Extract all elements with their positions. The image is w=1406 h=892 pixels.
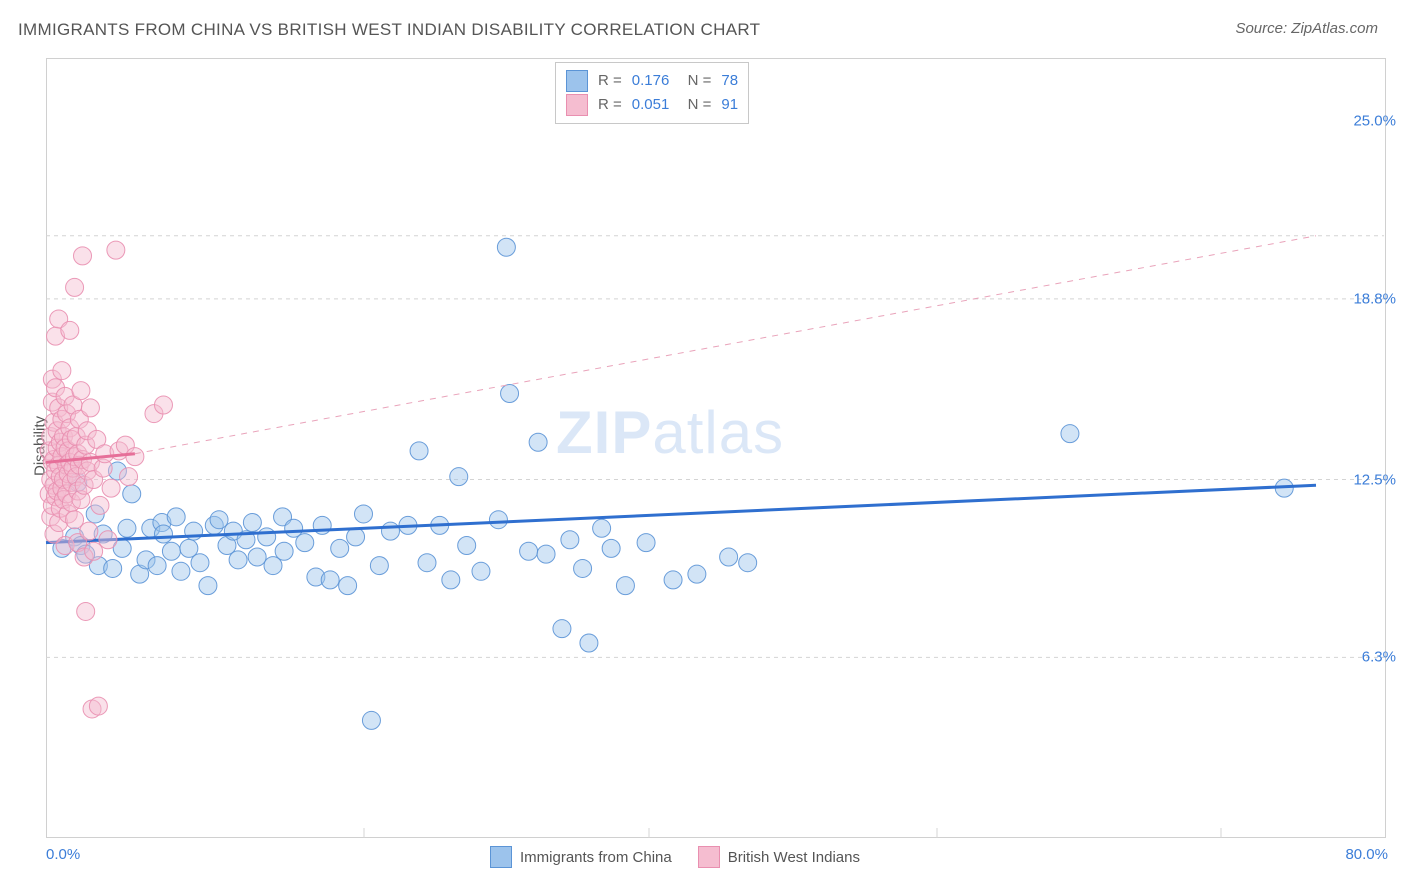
swatch-icon <box>566 94 588 116</box>
swatch-icon <box>490 846 512 868</box>
label-n: N = <box>679 93 711 117</box>
swatch-icon <box>698 846 720 868</box>
correlation-legend: R = 0.176 N = 78 R = 0.051 N = 91 <box>555 62 749 124</box>
label-r: R = <box>598 93 622 117</box>
correlation-row-bwi: R = 0.051 N = 91 <box>566 93 738 117</box>
series-legend: Immigrants from China British West India… <box>490 846 860 868</box>
x-axis-min-label: 0.0% <box>46 846 80 863</box>
value-r-china: 0.176 <box>632 69 670 93</box>
legend-item-china: Immigrants from China <box>490 846 672 868</box>
y-tick-label: 6.3% <box>1362 649 1396 666</box>
x-axis-max-label: 80.0% <box>1345 846 1388 863</box>
label-r: R = <box>598 69 622 93</box>
legend-label-china: Immigrants from China <box>520 849 672 866</box>
y-tick-label: 12.5% <box>1353 471 1396 488</box>
legend-label-bwi: British West Indians <box>728 849 860 866</box>
correlation-row-china: R = 0.176 N = 78 <box>566 69 738 93</box>
y-tick-label: 25.0% <box>1353 113 1396 130</box>
value-n-china: 78 <box>721 69 738 93</box>
label-n: N = <box>679 69 711 93</box>
value-n-bwi: 91 <box>721 93 738 117</box>
scatter-plot <box>0 0 1406 892</box>
legend-item-bwi: British West Indians <box>698 846 860 868</box>
swatch-icon <box>566 70 588 92</box>
value-r-bwi: 0.051 <box>632 93 670 117</box>
y-tick-label: 18.8% <box>1353 290 1396 307</box>
